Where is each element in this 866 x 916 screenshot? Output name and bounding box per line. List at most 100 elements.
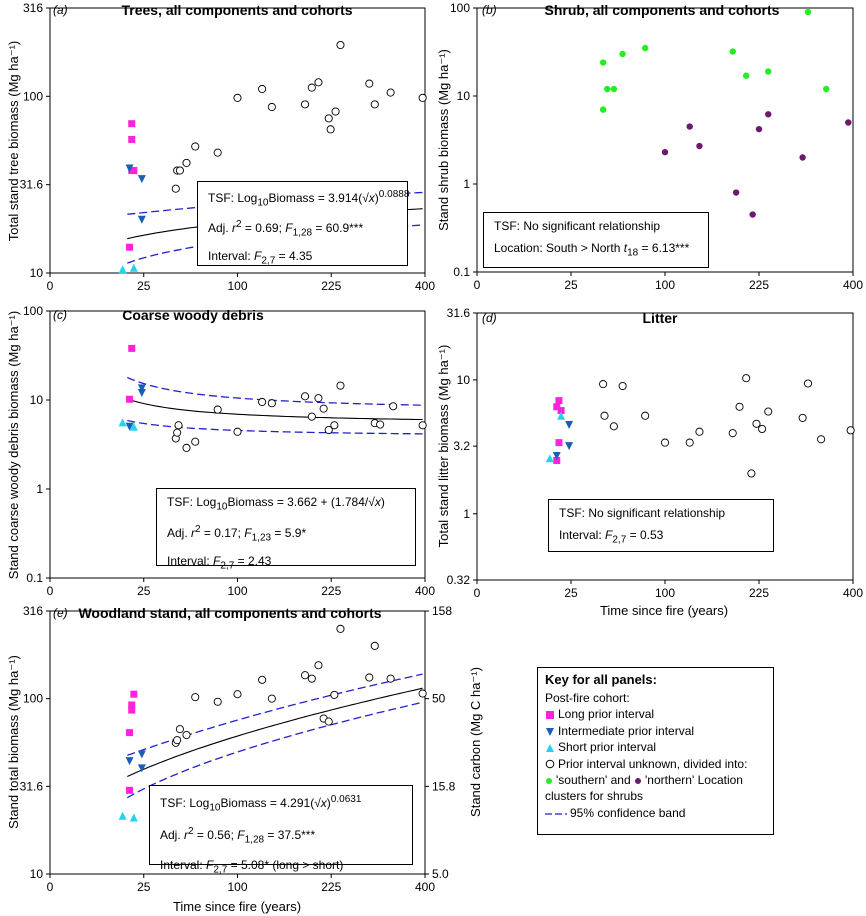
point-unknown-prior (175, 166, 184, 175)
point-long-prior (553, 403, 561, 411)
point-location-cluster (610, 85, 618, 93)
panel-e: (e) Woodland stand, all components and c… (6, 604, 483, 914)
point-long-prior (128, 135, 136, 143)
point-unknown-prior (685, 438, 694, 447)
point-long-prior (555, 439, 563, 447)
southern-dot-icon (546, 777, 552, 784)
y-tick-label: 1 (463, 507, 470, 521)
y2-tick-label: 50 (432, 692, 446, 706)
x-tick-label: 225 (749, 278, 769, 292)
y-axis-label-d: Total stand litter biomass (Mg ha⁻¹) (436, 345, 451, 548)
panel-label-c: (c) (53, 308, 67, 322)
stats-b-line2: Location: South > North t18 = 6.13*** (494, 241, 690, 259)
point-unknown-prior (191, 142, 200, 151)
chart-title-e: Woodland stand, all components and cohor… (78, 605, 381, 621)
point-unknown-prior (233, 427, 242, 436)
point-unknown-prior (324, 425, 333, 435)
legend-key: Key for all panels: Post-fire cohort: Lo… (537, 667, 774, 835)
point-long-prior (128, 701, 136, 709)
point-unknown-prior (314, 394, 323, 403)
point-unknown-prior (418, 93, 427, 102)
x-axis-label-d: Time since fire (years) (600, 603, 728, 618)
stats-e-line2: Adj. r2 = 0.56; F1,28 = 37.5*** (160, 826, 316, 846)
stats-e-line1: TSF: Log10Biomass = 4.291(√x)0.0631 (160, 794, 362, 814)
point-unknown-prior (365, 79, 374, 88)
point-short-prior (129, 813, 138, 822)
point-location-cluster (599, 59, 607, 66)
point-unknown-prior (336, 40, 345, 50)
y-tick-label: 0.32 (447, 573, 471, 587)
point-intermediate-prior (565, 442, 574, 451)
point-unknown-prior (267, 102, 276, 112)
y-axis-label-c: Stand coarse woody debris biomass (Mg ha… (6, 311, 21, 579)
stats-box-d: TSF: No significant relationship Interva… (548, 499, 774, 552)
point-unknown-prior (846, 426, 855, 435)
point-unknown-prior (386, 674, 395, 683)
point-unknown-prior (307, 412, 316, 421)
point-unknown-prior (300, 100, 310, 109)
point-long-prior (128, 120, 136, 128)
point-unknown-prior (267, 694, 276, 703)
stats-c-line3: Interval: F2,7 = 2.43 (167, 553, 272, 572)
stats-box-e: TSF: Log10Biomass = 4.291(√x)0.0631 Adj.… (149, 785, 413, 875)
point-location-cluster (599, 106, 607, 113)
point-intermediate-prior (137, 384, 146, 393)
point-unknown-prior (213, 697, 222, 706)
point-location-cluster (804, 8, 812, 16)
y2-axis-label-e: Stand carbon (Mg C ha⁻¹) (468, 667, 483, 817)
point-location-cluster (732, 189, 740, 196)
point-unknown-prior (764, 407, 773, 416)
point-unknown-prior (174, 421, 183, 430)
triangle-up-marker-icon (546, 744, 554, 752)
panel-b: (b) Shrub, all components and cohorts St… (436, 1, 863, 292)
point-location-cluster (755, 125, 763, 133)
point-unknown-prior (182, 158, 191, 167)
point-intermediate-prior (137, 764, 146, 773)
fitted-curve (127, 687, 423, 778)
point-long-prior (130, 690, 138, 698)
x-tick-label: 225 (749, 586, 769, 600)
fitted-curve (127, 398, 423, 421)
x-tick-label: 100 (227, 880, 247, 894)
point-unknown-prior (171, 184, 180, 193)
x-tick-label: 25 (137, 584, 151, 598)
point-unknown-prior (336, 381, 345, 390)
x-tick-label: 225 (321, 880, 341, 894)
x-tick-label: 100 (227, 584, 247, 598)
stats-d-line2: Interval: F2,7 = 0.53 (559, 528, 664, 546)
point-unknown-prior (386, 88, 395, 97)
point-long-prior (126, 786, 134, 794)
point-intermediate-prior (565, 421, 574, 430)
point-location-cluster (749, 211, 756, 218)
point-intermediate-prior (552, 452, 561, 461)
x-tick-label: 100 (655, 278, 675, 292)
point-unknown-prior (817, 435, 826, 444)
x-tick-label: 225 (321, 584, 341, 598)
dashed-line-icon (545, 812, 567, 815)
point-location-cluster (641, 44, 649, 52)
legend-item-intermediate: Intermediate prior interval (545, 723, 766, 739)
x-tick-label: 25 (564, 278, 578, 292)
point-unknown-prior (747, 469, 756, 478)
point-unknown-prior (175, 725, 184, 734)
triangle-down-marker-icon (546, 727, 554, 736)
point-unknown-prior (324, 717, 333, 726)
stats-c-line2: Adj. r2 = 0.17; F1,23 = 5.9* (167, 524, 307, 544)
y-tick-label: 10 (457, 373, 471, 387)
point-location-cluster (765, 111, 772, 118)
y-tick-label: 10 (30, 867, 44, 881)
x-tick-label: 100 (227, 279, 247, 293)
point-unknown-prior (314, 661, 323, 670)
point-unknown-prior (798, 413, 807, 422)
panel-d: (d) Litter Total stand litter biomass (M… (436, 306, 863, 618)
stats-e-line3: Interval: F2,7 = 5.08* (long > short) (160, 857, 344, 876)
y-tick-label: 316 (23, 1, 43, 15)
panel-label-a: (a) (53, 3, 68, 17)
point-unknown-prior (660, 438, 670, 447)
point-location-cluster (686, 123, 693, 130)
x-tick-label: 225 (321, 279, 341, 293)
confidence-band-upper (127, 673, 423, 756)
x-tick-label: 400 (415, 584, 435, 598)
point-unknown-prior (330, 690, 339, 699)
x-tick-label: 25 (564, 586, 578, 600)
